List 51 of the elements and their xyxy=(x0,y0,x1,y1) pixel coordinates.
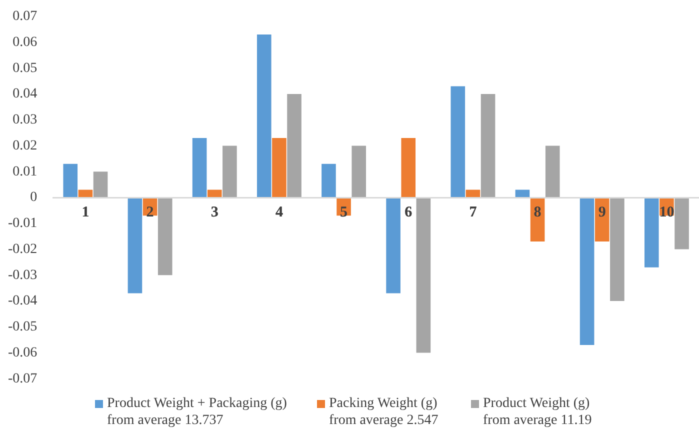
x-tick-label: 8 xyxy=(534,204,542,220)
bar xyxy=(545,146,560,198)
bar xyxy=(644,198,659,268)
y-tick-label: 0.07 xyxy=(12,9,38,24)
bar xyxy=(128,198,142,294)
y-tick-label: 0.05 xyxy=(12,60,38,76)
bar xyxy=(222,146,237,198)
bar xyxy=(674,198,689,250)
legend-label: Packing Weight (g) from average 2.547 xyxy=(329,395,440,429)
bar xyxy=(401,138,416,198)
bar xyxy=(416,198,431,353)
bar xyxy=(580,198,594,345)
y-tick-label: 0.04 xyxy=(12,86,38,102)
x-tick-label: 9 xyxy=(598,204,606,220)
y-tick-label: -0.04 xyxy=(8,294,38,309)
bar xyxy=(272,138,286,198)
y-tick-label: 0.03 xyxy=(12,112,38,128)
bar xyxy=(207,190,222,198)
bar xyxy=(352,146,366,198)
y-tick-label: 0 xyxy=(30,190,38,206)
legend-label: Product Weight (g) from average 11.19 xyxy=(483,395,593,429)
bar xyxy=(610,198,624,301)
bar xyxy=(192,138,207,198)
bar xyxy=(256,34,272,198)
y-tick-label: 0.06 xyxy=(12,34,38,50)
y-tick-label: 0.02 xyxy=(12,138,38,154)
x-tick-label: 6 xyxy=(404,204,413,220)
bar xyxy=(287,94,302,198)
y-tick-label: 0.01 xyxy=(12,164,38,180)
bar xyxy=(480,94,496,198)
y-tick-label: -0.01 xyxy=(8,216,38,232)
y-tick-label: -0.05 xyxy=(8,320,38,335)
x-tick-label: 3 xyxy=(210,204,218,220)
legend-label: Product Weight + Packaging (g) from average 13.737 xyxy=(107,395,288,429)
bar xyxy=(386,198,400,294)
y-tick-label: -0.07 xyxy=(8,371,38,386)
x-tick-label: 1 xyxy=(82,204,90,220)
x-tick-label: 4 xyxy=(275,204,284,220)
bar xyxy=(594,198,610,242)
bar xyxy=(466,190,480,198)
bar xyxy=(515,190,530,198)
bar xyxy=(322,164,336,198)
bar xyxy=(450,86,466,198)
bar xyxy=(63,164,78,198)
bar xyxy=(78,190,93,198)
bar xyxy=(158,198,172,276)
bar xyxy=(93,172,108,198)
x-tick-label: 7 xyxy=(469,204,478,220)
y-tick-label: -0.06 xyxy=(8,345,38,360)
y-tick-label: -0.03 xyxy=(8,268,38,283)
y-tick-label: -0.02 xyxy=(8,242,38,257)
